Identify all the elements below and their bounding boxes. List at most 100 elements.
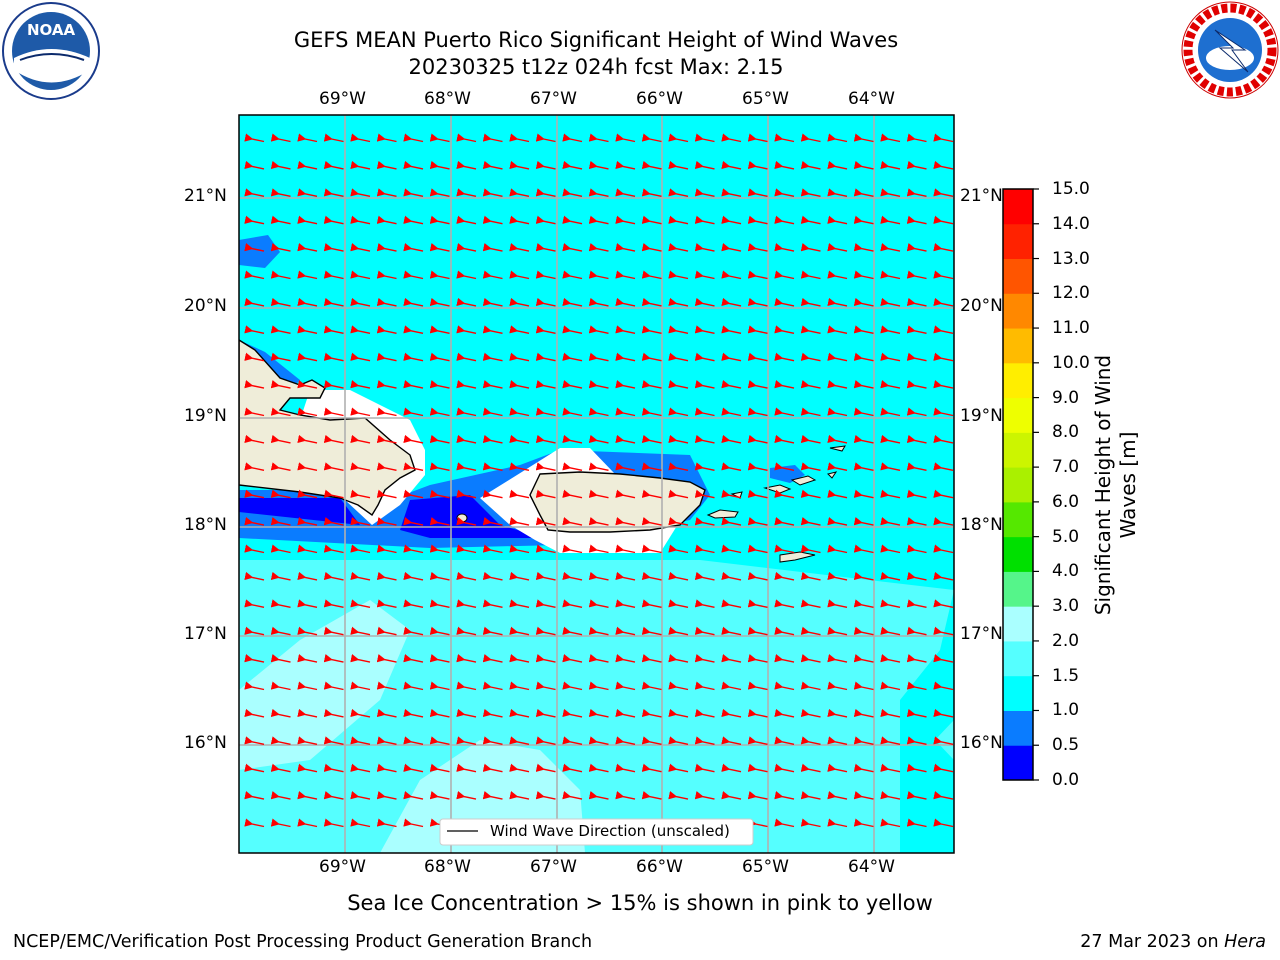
wave-direction-arrow: [800, 215, 821, 225]
wave-direction-arrow: [668, 599, 689, 608]
wave-direction-arrow: [562, 681, 583, 691]
wave-direction-arrow: [774, 571, 795, 581]
wave-direction-arrow: [403, 544, 424, 554]
wave-direction-arrow: [641, 681, 662, 691]
wave-direction-arrow: [244, 791, 265, 800]
wave-direction-arrow: [747, 544, 768, 554]
wave-direction-arrow: [323, 160, 344, 170]
wave-direction-arrow: [562, 133, 583, 143]
wave-direction-arrow: [244, 818, 265, 828]
wave-direction-arrow: [350, 215, 371, 225]
wave-direction-arrow: [906, 352, 927, 362]
wave-direction-arrow: [429, 736, 450, 745]
wave-direction-arrow: [827, 571, 848, 581]
wave-direction-arrow: [297, 325, 318, 334]
wave-direction-arrow: [350, 571, 371, 581]
wave-direction-arrow: [906, 325, 927, 334]
wave-direction-arrow: [482, 736, 503, 745]
wave-direction-arrow: [588, 599, 609, 608]
wave-direction-arrow: [827, 133, 848, 143]
chart-title: GEFS MEAN Puerto Rico Significant Height…: [293, 28, 899, 52]
lon-tick-top: 68°W: [424, 89, 471, 109]
wave-direction-arrow: [323, 571, 344, 581]
lon-tick-bottom: 64°W: [848, 857, 895, 877]
wave-direction-arrow: [429, 133, 450, 143]
wave-direction-arrow: [641, 297, 662, 307]
wave-direction-arrow: [933, 544, 954, 554]
wave-direction-arrow: [747, 380, 768, 389]
wave-direction-arrow: [906, 407, 927, 417]
wave-direction-arrow: [747, 133, 768, 143]
wave-direction-arrow: [747, 626, 768, 636]
wave-direction-arrow: [800, 160, 821, 170]
wave-direction-arrow: [880, 708, 901, 718]
wave-direction-arrow: [641, 243, 662, 252]
wave-direction-arrow: [588, 489, 609, 499]
wave-direction-arrow: [376, 763, 397, 773]
wave-direction-arrow: [350, 352, 371, 362]
lon-tick-bottom: 66°W: [636, 857, 683, 877]
wave-direction-arrow: [376, 462, 397, 471]
wave-direction-arrow: [403, 297, 424, 307]
wave-direction-arrow: [694, 325, 715, 334]
wave-direction-arrow: [641, 736, 662, 745]
wave-direction-arrow: [270, 270, 291, 280]
wave-direction-arrow: [853, 791, 874, 800]
wave-direction-arrow: [853, 681, 874, 691]
wave-direction-arrow: [800, 818, 821, 828]
wave-direction-arrow: [880, 407, 901, 417]
wave-direction-arrow: [323, 626, 344, 636]
wave-direction-arrow: [933, 517, 954, 526]
wave-direction-arrow: [350, 681, 371, 691]
wave-direction-arrow: [535, 654, 556, 663]
wave-direction-arrow: [482, 325, 503, 334]
colorbar-swatch: [1003, 745, 1033, 781]
lat-tick-left: 16°N: [184, 733, 227, 753]
colorbar: [1002, 188, 1039, 781]
wave-direction-arrow: [350, 763, 371, 773]
wave-direction-arrow: [562, 736, 583, 745]
wave-direction-arrow: [933, 736, 954, 745]
wave-direction-arrow: [641, 352, 662, 362]
wave-direction-arrow: [721, 626, 742, 636]
wave-direction-arrow: [509, 133, 530, 143]
wave-direction-arrow: [906, 818, 927, 828]
wave-direction-arrow: [588, 681, 609, 691]
wave-direction-arrow: [482, 763, 503, 773]
wave-direction-arrow: [588, 763, 609, 773]
wave-direction-arrow: [747, 654, 768, 663]
wave-direction-arrow: [747, 462, 768, 471]
wave-direction-arrow: [615, 599, 636, 608]
wave-direction-arrow: [403, 599, 424, 608]
wave-direction-arrow: [323, 434, 344, 444]
wave-direction-arrow: [800, 626, 821, 636]
wave-direction-arrow: [933, 818, 954, 828]
wave-direction-arrow: [721, 517, 742, 526]
colorbar-swatch: [1003, 710, 1033, 746]
wave-direction-arrow: [244, 654, 265, 663]
wave-direction-arrow: [403, 763, 424, 773]
colorbar-swatch: [1003, 675, 1033, 711]
wave-direction-arrow: [244, 407, 265, 417]
wave-direction-arrow: [615, 736, 636, 745]
wave-direction-arrow: [615, 626, 636, 636]
wave-direction-arrow: [376, 681, 397, 691]
wave-direction-arrow: [588, 654, 609, 663]
colorbar-swatch: [1003, 606, 1033, 642]
wave-direction-arrow: [668, 681, 689, 691]
wave-direction-arrow: [827, 434, 848, 444]
wave-direction-arrow: [429, 380, 450, 389]
wave-direction-arrow: [456, 215, 477, 225]
wave-direction-arrow: [509, 380, 530, 389]
wave-direction-arrow: [456, 681, 477, 691]
wave-direction-arrow: [800, 791, 821, 800]
wave-direction-arrow: [244, 270, 265, 280]
wave-direction-arrow: [880, 188, 901, 197]
wave-direction-arrow: [774, 325, 795, 334]
wave-direction-arrow: [668, 160, 689, 170]
wave-direction-arrow: [668, 763, 689, 773]
wave-direction-arrow: [641, 571, 662, 581]
wave-direction-arrow: [535, 599, 556, 608]
wave-direction-arrow: [323, 380, 344, 389]
colorbar-swatch: [1003, 536, 1033, 572]
